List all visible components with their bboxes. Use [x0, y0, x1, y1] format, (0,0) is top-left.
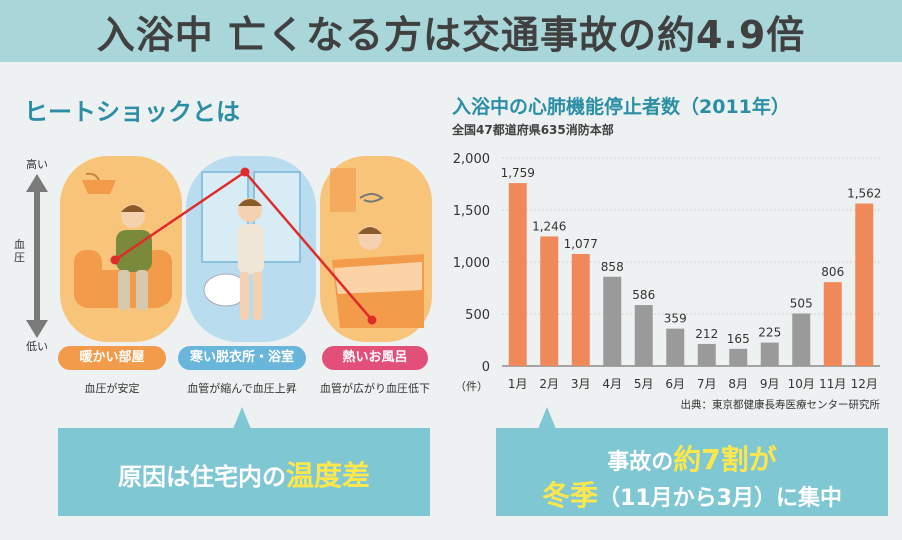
room-label-warm: 暖かい部屋	[58, 346, 166, 370]
blood-pressure-arrow	[26, 174, 48, 338]
bar	[540, 236, 559, 366]
x-tick-label: 2月	[539, 377, 559, 391]
x-tick-label: 3月	[571, 377, 591, 391]
heat-shock-diagram	[26, 156, 432, 342]
bar	[855, 203, 874, 366]
bar-value-label: 586	[632, 288, 655, 302]
room-desc-cold: 血管が縮んで血圧上昇	[187, 382, 297, 395]
page-title: 入浴中 亡くなる方は交通事故の約4.9倍	[96, 13, 806, 57]
winter-highlight: 冬季	[542, 479, 599, 512]
chart-title: 入浴中の心肺機能停止者数（2011年）	[452, 96, 790, 118]
cause-pointer	[233, 407, 251, 429]
bar-value-label: 1,562	[847, 187, 881, 201]
x-tick-label: 6月	[665, 377, 685, 391]
heat-shock-title: ヒートショックとは	[24, 98, 240, 126]
cause-prefix: 原因は住宅内の	[117, 463, 286, 491]
axis-middle-label: 血圧	[14, 238, 25, 264]
bar-value-label: 1,246	[532, 219, 566, 233]
warm-room-illustration	[60, 156, 182, 342]
room-desc-hot: 血管が広がり血圧低下	[320, 382, 430, 395]
accident-prefix: 事故の	[607, 450, 674, 475]
x-tick-label: 11月	[819, 377, 846, 391]
x-tick-label: 10月	[788, 377, 815, 391]
room-label-cold: 寒い脱衣所・浴室	[178, 346, 306, 370]
chart-source: 出典：東京都健康長寿医療センター研究所	[681, 398, 881, 410]
bar	[792, 313, 811, 366]
bar-value-label: 1,759	[501, 166, 535, 180]
bar	[729, 348, 748, 366]
chart-subtitle: 全国47都道府県635消防本部	[452, 123, 614, 137]
y-tick-label: 1,000	[453, 256, 490, 271]
y-tick-label: 500	[465, 308, 490, 323]
cold-room-illustration	[186, 156, 316, 342]
axis-high-label: 高い	[26, 158, 48, 171]
bar-value-label: 165	[727, 332, 750, 346]
cause-box: 原因は住宅内の温度差	[58, 428, 430, 516]
bar	[697, 343, 716, 366]
x-tick-label: 9月	[760, 377, 780, 391]
bar-value-label: 858	[601, 260, 624, 274]
y-tick-label: 0	[482, 360, 490, 375]
bar-value-label: 1,077	[564, 237, 598, 251]
accident-box: 事故の約7割が 冬季（11月から3月）に集中	[496, 428, 888, 516]
bar	[634, 305, 653, 366]
cause-highlight: 温度差	[285, 459, 370, 492]
accident-line-2: 冬季（11月から3月）に集中	[496, 474, 888, 514]
x-tick-label: 1月	[508, 377, 528, 391]
y-unit-label: （件）	[455, 380, 488, 393]
cardiac-arrest-bar-chart: 0 500 1,000 1,500 2,000 （件） 1,759 1月 1,246 2月 1,07…	[453, 152, 882, 410]
bar-value-label: 806	[821, 265, 844, 279]
accident-line-1: 事故の約7割が	[496, 438, 888, 478]
bar	[508, 183, 527, 366]
x-tick-label: 8月	[728, 377, 748, 391]
axis-low-label: 低い	[26, 340, 48, 353]
bar-value-label: 359	[664, 312, 687, 326]
x-tick-label: 4月	[602, 377, 622, 391]
bar-value-label: 225	[758, 326, 781, 340]
hot-bath-illustration	[320, 156, 432, 342]
accident-pointer	[538, 407, 556, 429]
winter-suffix: （11月から3月）に集中	[598, 486, 842, 511]
bar	[571, 253, 590, 366]
x-tick-label: 12月	[851, 377, 878, 391]
bar	[760, 342, 779, 366]
bar-value-label: 505	[790, 296, 813, 310]
x-tick-label: 5月	[634, 377, 654, 391]
room-label-hot: 熱いお風呂	[322, 346, 428, 370]
bar	[666, 328, 685, 366]
bar	[603, 276, 622, 366]
room-desc-warm: 血圧が安定	[84, 382, 140, 395]
accident-highlight: 約7割が	[673, 443, 777, 476]
y-tick-label: 2,000	[453, 152, 490, 167]
header-banner: 入浴中 亡くなる方は交通事故の約4.9倍	[0, 0, 902, 62]
bar	[823, 282, 842, 366]
cause-text: 原因は住宅内の温度差	[58, 454, 430, 494]
blood-pressure-line	[110, 167, 377, 325]
x-tick-label: 7月	[697, 377, 717, 391]
y-tick-label: 1,500	[453, 204, 490, 219]
bar-value-label: 212	[695, 327, 718, 341]
